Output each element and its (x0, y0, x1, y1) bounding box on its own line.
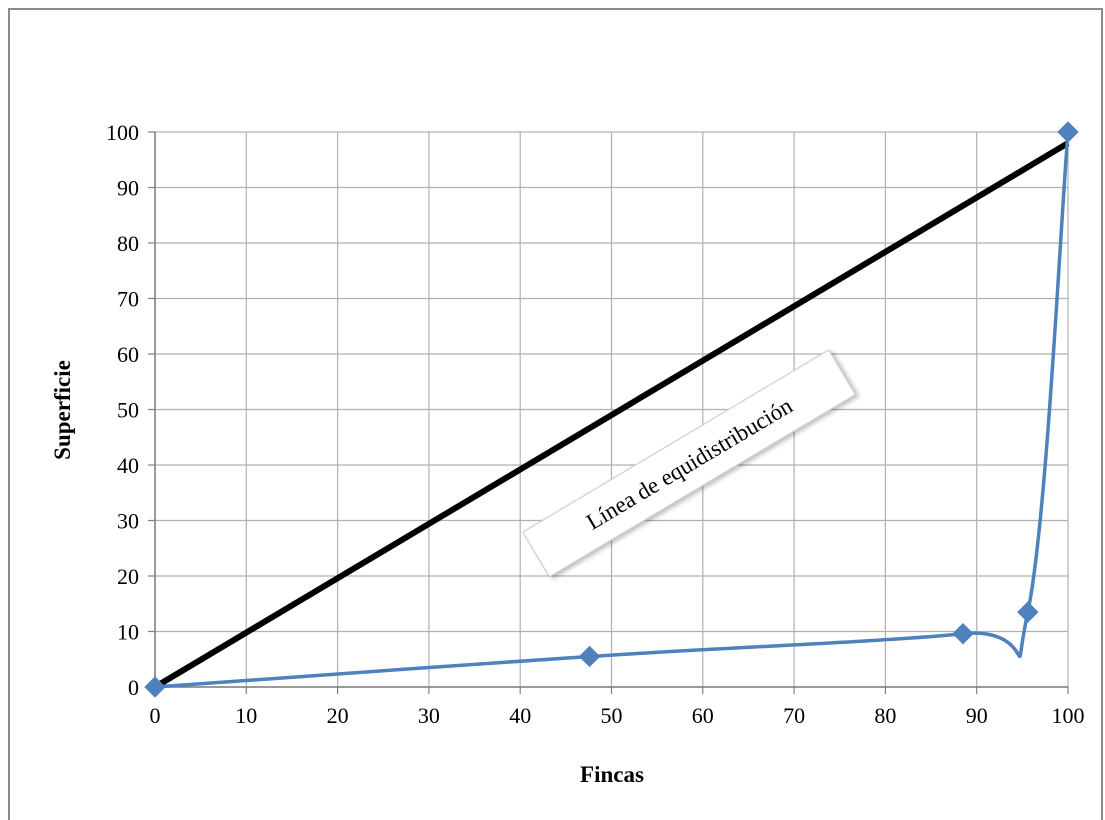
y-tick-label: 30 (117, 509, 139, 534)
x-tick-label: 0 (150, 703, 161, 728)
y-tick-label: 80 (117, 231, 139, 256)
x-tick-label: 30 (418, 703, 440, 728)
y-tick-label: 40 (117, 453, 139, 478)
data-point-marker (1057, 121, 1079, 143)
y-tick-label: 20 (117, 564, 139, 589)
y-tick-label: 90 (117, 176, 139, 201)
annotation-label: Línea de equidistribución (522, 349, 857, 578)
axes (148, 131, 1069, 694)
y-axis-title: Superficie (50, 360, 75, 460)
annotation-group: Línea de equidistribución (522, 349, 857, 578)
y-tick-labels: 0 10 20 30 40 50 60 70 80 90 100 (106, 120, 139, 700)
x-tick-label: 40 (509, 703, 531, 728)
x-tick-label: 50 (601, 703, 623, 728)
annotation-box (522, 349, 857, 578)
x-tick-label: 100 (1052, 703, 1085, 728)
data-point-marker (578, 645, 601, 668)
y-tick-label: 100 (106, 120, 139, 145)
data-point-marker (1017, 601, 1039, 623)
y-tick-label: 60 (117, 342, 139, 367)
data-point-marker (144, 676, 166, 698)
x-axis-title: Fincas (580, 762, 644, 787)
equidistribution-line (153, 140, 1070, 690)
y-tick-label: 50 (117, 398, 139, 423)
x-tick-label: 20 (327, 703, 349, 728)
x-tick-labels: 0 10 20 30 40 50 60 70 80 90 100 (150, 703, 1085, 728)
x-tick-label: 10 (235, 703, 257, 728)
y-tick-label: 70 (117, 287, 139, 312)
x-tick-label: 60 (692, 703, 714, 728)
x-tick-label: 80 (874, 703, 896, 728)
x-tick-label: 70 (783, 703, 805, 728)
data-point-marker (952, 623, 974, 645)
chart-frame (8, 8, 1103, 820)
series-group (144, 121, 1079, 698)
x-tick-label: 90 (966, 703, 988, 728)
y-tick-label: 0 (128, 675, 139, 700)
y-tick-label: 10 (117, 620, 139, 645)
